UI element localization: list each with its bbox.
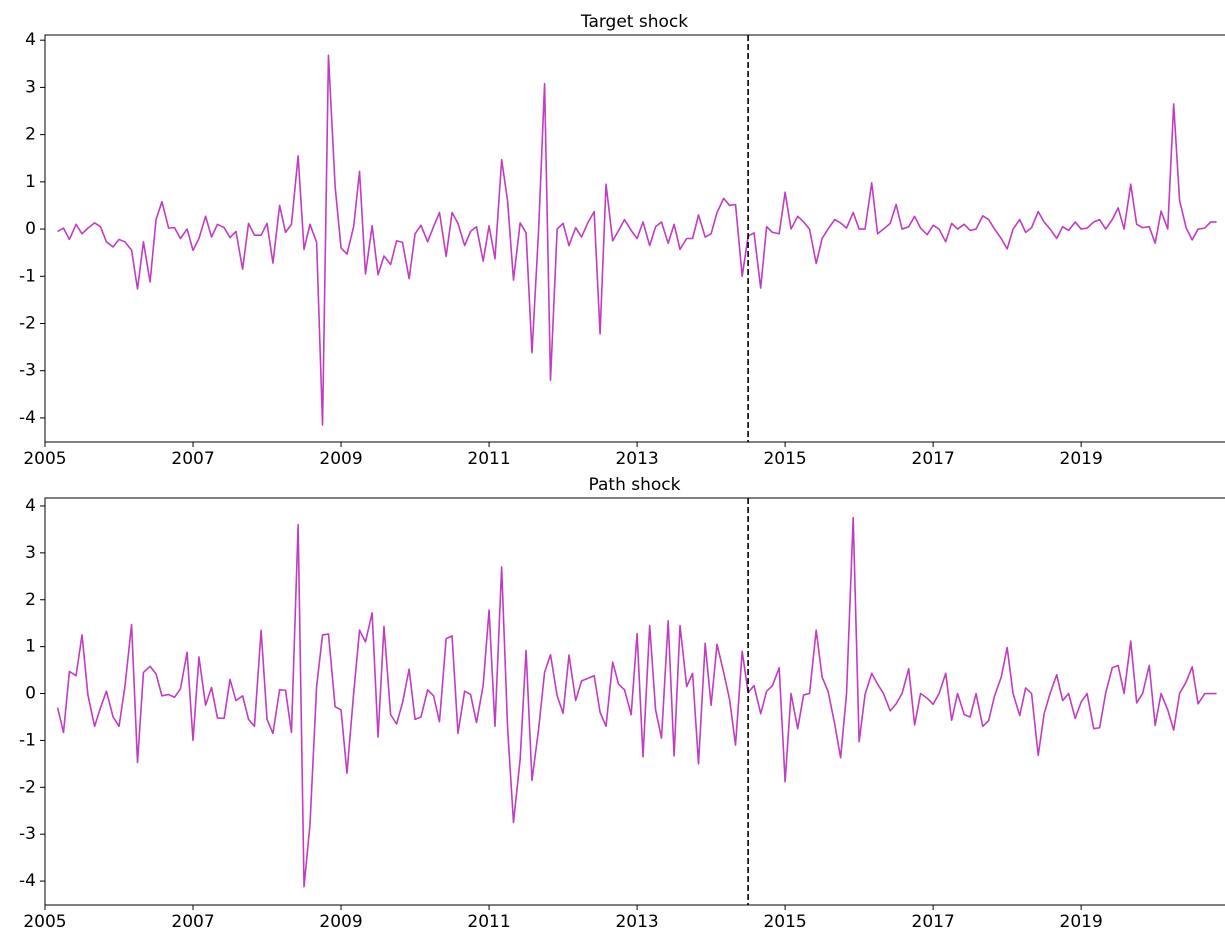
x-tick-label: 2019 (1060, 912, 1103, 928)
y-tick-label: -4 (19, 408, 36, 428)
x-tick-label: 2009 (319, 449, 362, 469)
y-tick-label: -4 (19, 871, 36, 891)
y-tick-label: -3 (19, 361, 36, 381)
chart-title: Path shock (589, 475, 681, 495)
y-tick-label: 3 (25, 77, 36, 97)
x-tick-label: 2017 (912, 912, 955, 928)
plot-frame (44, 34, 1225, 443)
y-tick-label: 2 (25, 590, 36, 610)
y-tick-label: 1 (25, 172, 36, 192)
x-tick-label: 2007 (171, 449, 214, 469)
x-tick-label: 2017 (912, 449, 955, 469)
y-tick-label: 2 (25, 125, 36, 145)
chart-title: Target shock (580, 12, 688, 32)
y-tick-label: 0 (25, 684, 36, 704)
y-tick-label: 3 (25, 543, 36, 563)
x-tick-label: 2005 (23, 912, 66, 928)
y-tick-label: 4 (25, 30, 36, 50)
y-tick-label: -2 (19, 777, 36, 797)
x-tick-label: 2011 (467, 449, 510, 469)
plot-frame (44, 497, 1225, 906)
y-tick-label: -3 (19, 824, 36, 844)
x-tick-label: 2009 (319, 912, 362, 928)
x-tick-label: 2015 (763, 449, 806, 469)
data-line (56, 516, 1217, 888)
y-tick-label: 4 (25, 496, 36, 516)
x-tick-label: 2013 (615, 449, 658, 469)
y-tick-label: 1 (25, 637, 36, 657)
y-tick-label: 0 (25, 219, 36, 239)
x-tick-label: 2019 (1060, 449, 1103, 469)
x-tick-label: 2015 (763, 912, 806, 928)
x-tick-label: 2011 (467, 912, 510, 928)
y-tick-label: -2 (19, 313, 36, 333)
y-tick-label: -1 (19, 730, 36, 750)
data-line (57, 54, 1217, 426)
y-tick-label: -1 (19, 266, 36, 286)
x-tick-label: 2013 (615, 912, 658, 928)
x-tick-label: 2005 (23, 449, 66, 469)
x-tick-label: 2007 (171, 912, 214, 928)
